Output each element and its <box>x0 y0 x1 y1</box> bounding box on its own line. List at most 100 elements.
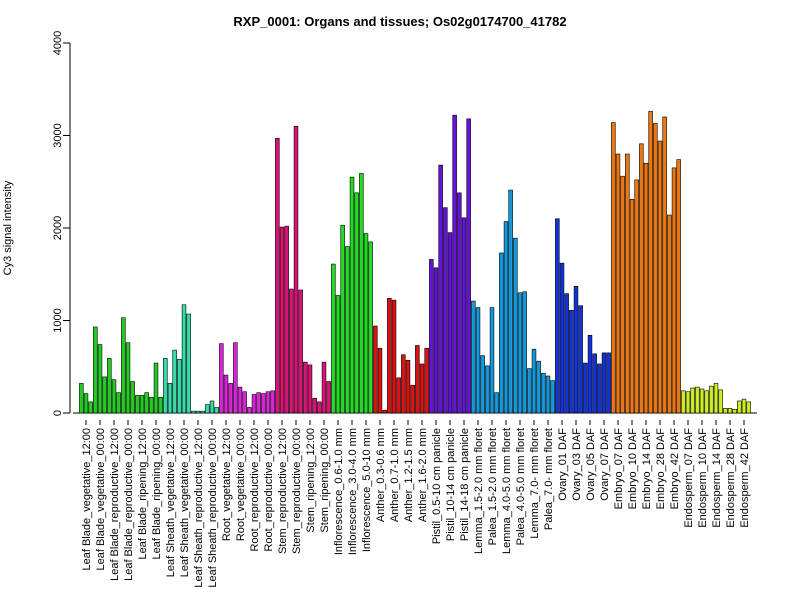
y-tick-label: 1000 <box>52 308 64 332</box>
bar <box>606 352 611 414</box>
bar <box>209 400 215 414</box>
x-tick-label: Leaf Sheath_reproductive_12:00 <box>193 428 205 588</box>
bar <box>149 396 154 414</box>
bars-group <box>73 111 757 414</box>
bar <box>79 383 84 414</box>
bar <box>387 297 392 414</box>
bar <box>93 326 98 414</box>
bar <box>620 175 625 414</box>
bar <box>643 162 649 414</box>
bar <box>671 167 677 414</box>
bar <box>228 383 233 414</box>
bar <box>536 360 541 414</box>
x-tick-label: Ovary_01 DAF <box>557 428 569 501</box>
x-tick-label: Stem_reproductive_00:00 <box>291 428 303 554</box>
bar <box>242 391 247 414</box>
x-tick-label: Root_reproductive_00:00 <box>263 428 275 552</box>
x-tick-label: Ovary_07 DAF <box>599 428 611 501</box>
y-axis: 0 1000 2000 3000 4000 <box>52 31 71 416</box>
x-axis-tick-labels: Leaf Blade_vegetative_12:00 Leaf Blade_ve… <box>81 420 751 588</box>
bar <box>746 401 751 414</box>
bar <box>475 307 481 414</box>
bar <box>312 397 317 414</box>
bar <box>167 383 173 414</box>
x-tick-label: Stem_ripening_12:00 <box>305 428 317 533</box>
bar <box>592 353 597 414</box>
bar <box>172 349 177 414</box>
bar <box>415 345 420 414</box>
bar <box>648 111 653 414</box>
bar <box>153 362 159 414</box>
bar <box>681 390 686 414</box>
bar <box>564 293 569 414</box>
bar <box>111 379 117 414</box>
x-tick-label: Inflorescence_0.6-1.0 mm <box>333 428 345 555</box>
bar <box>326 381 331 414</box>
bar <box>139 395 145 414</box>
bar <box>363 233 369 414</box>
x-tick-label: Anther_0.3-0.6 mm <box>375 428 387 522</box>
x-tick-label: Endosperm_42 DAF <box>739 428 751 528</box>
bar <box>289 288 294 414</box>
bar <box>391 299 397 414</box>
bar <box>452 114 457 414</box>
bar <box>443 207 448 414</box>
bar <box>247 407 252 414</box>
bar <box>503 221 509 414</box>
y-axis-label: Cy3 signal intensity <box>2 180 14 275</box>
bar <box>513 237 518 414</box>
x-tick-label: Stem_reproductive_12:00 <box>277 428 289 554</box>
bar <box>741 398 747 414</box>
bar <box>713 383 719 414</box>
x-tick-label: Leaf Sheath_vegetative_12:00 <box>165 428 177 577</box>
bar <box>709 385 714 414</box>
x-tick-label: Endosperm_28 DAF <box>725 428 737 528</box>
bar <box>303 361 308 414</box>
bar <box>466 118 471 414</box>
bar <box>97 344 103 414</box>
bar <box>181 304 187 414</box>
bar <box>480 355 485 414</box>
bar <box>676 159 681 414</box>
bar <box>667 214 672 414</box>
bar <box>723 408 728 414</box>
x-tick-label: Palea_7.0- mm floret <box>543 428 555 530</box>
bar <box>293 125 299 414</box>
chart-title: RXP_0001: Organs and tissues; Os02g01747… <box>233 14 566 29</box>
bar <box>223 374 229 414</box>
bar <box>130 381 135 414</box>
bar <box>517 292 523 414</box>
x-tick-label: Palea_1.5-2.0 mm floret <box>487 428 499 545</box>
bar <box>447 232 453 414</box>
bar <box>298 289 303 414</box>
bar <box>83 393 89 414</box>
bar <box>102 376 107 414</box>
bar <box>237 386 243 414</box>
x-tick-label: Root_vegetative_12:00 <box>221 428 233 541</box>
bar <box>499 252 504 414</box>
bar <box>541 372 546 414</box>
bar <box>653 123 658 414</box>
bar <box>373 325 378 414</box>
bar <box>489 307 495 414</box>
bar <box>261 393 266 414</box>
bar <box>438 164 443 414</box>
x-tick-label: Embryo_07 DAF <box>613 428 625 510</box>
bar <box>545 375 551 414</box>
y-tick-label: 3000 <box>52 123 64 147</box>
bar <box>522 291 527 414</box>
bar <box>732 408 737 414</box>
bar <box>569 310 574 414</box>
x-tick-label: Stem_ripening_00:00 <box>319 428 331 533</box>
bar <box>177 359 182 414</box>
bar <box>265 391 271 414</box>
x-tick-label: Lemma_7.0- mm floret <box>529 428 541 539</box>
x-tick-label: Endosperm_07 DAF <box>683 428 695 528</box>
bar <box>335 295 341 414</box>
bar <box>396 377 401 414</box>
x-tick-label: Ovary_03 DAF <box>571 428 583 501</box>
bar <box>270 390 275 414</box>
y-tick-label: 2000 <box>52 216 64 240</box>
x-tick-label: Ovary_05 DAF <box>585 428 597 501</box>
bar <box>634 179 639 414</box>
